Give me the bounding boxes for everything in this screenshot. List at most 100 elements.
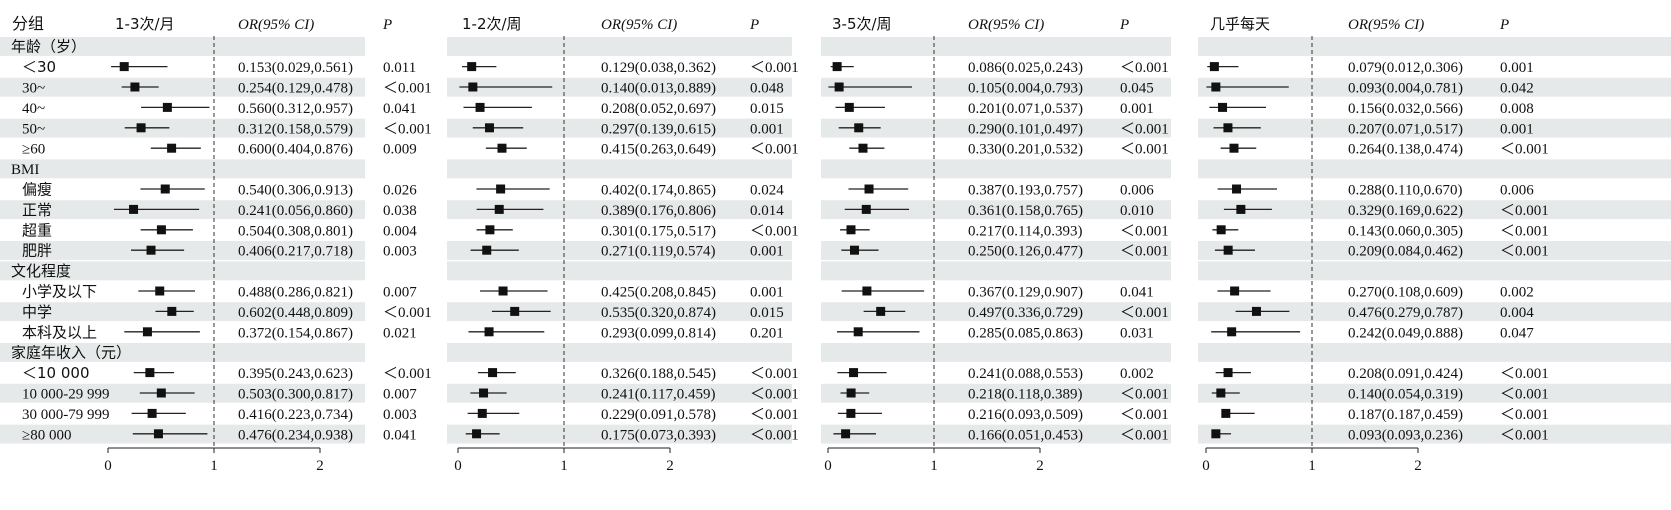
row-shade [447,200,792,220]
or-marker [160,184,170,194]
row-label: 正常 [22,201,52,219]
p-value: 0.041 [383,427,417,443]
or-marker [167,306,177,316]
or-ci-text: 0.288(0.110,0.670) [1348,183,1462,199]
p-value: 0.004 [383,223,417,239]
or-ci-text: 0.285(0.085,0.863) [968,325,1083,341]
panel-3: 3-5次/周 OR(95% CI) P 0 1 2 0.086(0.025,0.243) ＜0… [824,15,1169,474]
or-marker [167,143,177,153]
row-shade [821,343,1171,362]
estimate-row: 0.105(0.004,0.793) 0.045 [828,81,1154,97]
estimate-row: 0.208(0.052,0.697) 0.015 [463,101,784,117]
row-label: 本科及以上 [22,323,97,341]
p-value: ＜0.001 [750,407,799,423]
p-value: 0.001 [1500,121,1534,137]
or-column-header: OR(95% CI) [238,17,314,33]
p-value: ＜0.001 [1120,121,1169,137]
or-marker [494,204,504,214]
row-shade [447,159,792,179]
estimate-row: 0.497(0.336,0.729) ＜0.001 [863,305,1169,321]
or-marker [846,388,856,398]
or-marker [510,306,520,316]
or-marker [147,408,157,418]
p-value: ＜0.001 [1500,203,1549,219]
row-shade [447,261,792,281]
row-shade [447,37,792,56]
estimate-row: 0.242(0.049,0.888) 0.047 [1211,325,1534,341]
p-value: ＜0.001 [383,366,432,382]
or-marker [498,286,508,296]
or-ci-text: 0.229(0.091,0.578) [601,407,716,423]
estimate-row: 0.129(0.038,0.362) ＜0.001 [462,60,799,76]
estimate-row: 0.415(0.263,0.649) ＜0.001 [485,142,799,158]
row-shade [821,200,1171,220]
p-value: 0.021 [383,325,417,341]
estimate-row: 0.387(0.193,0.757) 0.006 [848,183,1154,199]
p-value: 0.045 [1120,81,1154,97]
p-value: ＜0.001 [1500,223,1549,239]
estimate-row: 0.209(0.084,0.462) ＜0.001 [1214,244,1549,260]
p-value: 0.006 [1500,183,1534,199]
panel-title: 几乎每天 [1210,15,1270,33]
row-label: ≥80 000 [22,427,71,443]
p-value: ＜0.001 [1120,407,1169,423]
panel-1: 1-3次/月 OR(95% CI) P0 1 20.153(0.029,0.561) 0.… [104,15,432,474]
estimate-row: 0.503(0.300,0.817) 0.007 [139,387,417,403]
estimate-row: 0.079(0.012,0.306) 0.001 [1207,60,1534,76]
or-ci-text: 0.209(0.084,0.462) [1348,244,1463,260]
or-ci-text: 0.416(0.223,0.734) [238,407,353,423]
p-value: 0.008 [1500,101,1534,117]
or-marker [864,184,874,194]
p-value: ＜0.001 [750,223,799,239]
or-marker [853,327,863,337]
p-value: ＜0.001 [750,142,799,158]
group-column-header: 分组 [12,14,44,33]
row-label: ＜10 000 [22,364,90,382]
panel-2: 1-2次/周 OR(95% CI) P 0 1 2 0.129(0.038,0.362) ＜0… [454,15,799,474]
p-value: 0.015 [750,305,784,321]
p-column-header: P [1119,17,1129,33]
or-ci-text: 0.326(0.188,0.545) [601,366,716,382]
row-shade [0,261,365,281]
panel-4: 几乎每天 OR(95% CI) P 0 1 2 0.079(0.012,0.306) 0.00… [1202,15,1549,474]
x-tick-label: 0 [104,458,112,474]
or-ci-text: 0.372(0.154,0.867) [238,325,353,341]
estimate-row: 0.216(0.093,0.509) ＜0.001 [837,407,1169,423]
x-tick-label: 1 [560,458,568,474]
estimate-row: 0.488(0.286,0.821) 0.007 [138,285,417,301]
row-label: 10 000-29 999 [22,387,110,403]
or-marker [477,408,487,418]
p-value: ＜0.001 [1500,244,1549,260]
or-marker [145,368,155,378]
or-marker [475,102,485,112]
row-label: 小学及以下 [22,283,97,301]
x-tick-label: 1 [210,458,218,474]
or-marker [1209,62,1219,72]
or-marker [876,306,886,316]
row-shading [0,37,1671,444]
estimate-row: 0.207(0.071,0.517) 0.001 [1213,121,1534,137]
section-header: BMI [11,162,39,178]
or-ci-text: 0.254(0.129,0.478) [238,81,353,97]
estimate-row: 0.229(0.091,0.578) ＜0.001 [467,407,799,423]
or-marker [156,388,166,398]
or-marker [1223,123,1233,133]
p-value: ＜0.001 [750,366,799,382]
p-value: 0.006 [1120,183,1154,199]
estimate-row: 0.367(0.129,0.907) 0.041 [841,285,1154,301]
p-value: ＜0.001 [1120,305,1169,321]
row-shade [1198,241,1671,260]
row-shade [1198,343,1671,362]
p-value: ＜0.001 [750,387,799,403]
or-marker [862,286,872,296]
or-ci-text: 0.264(0.138,0.474) [1348,142,1463,158]
or-marker [156,225,166,235]
or-marker [1223,368,1233,378]
row-shade [447,383,792,403]
row-label: 30~ [22,81,45,97]
or-ci-text: 0.600(0.404,0.876) [238,142,353,158]
or-ci-text: 0.242(0.049,0.888) [1348,325,1463,341]
row-label: ≥60 [22,142,45,158]
estimate-row: 0.153(0.029,0.561) 0.011 [111,60,416,76]
